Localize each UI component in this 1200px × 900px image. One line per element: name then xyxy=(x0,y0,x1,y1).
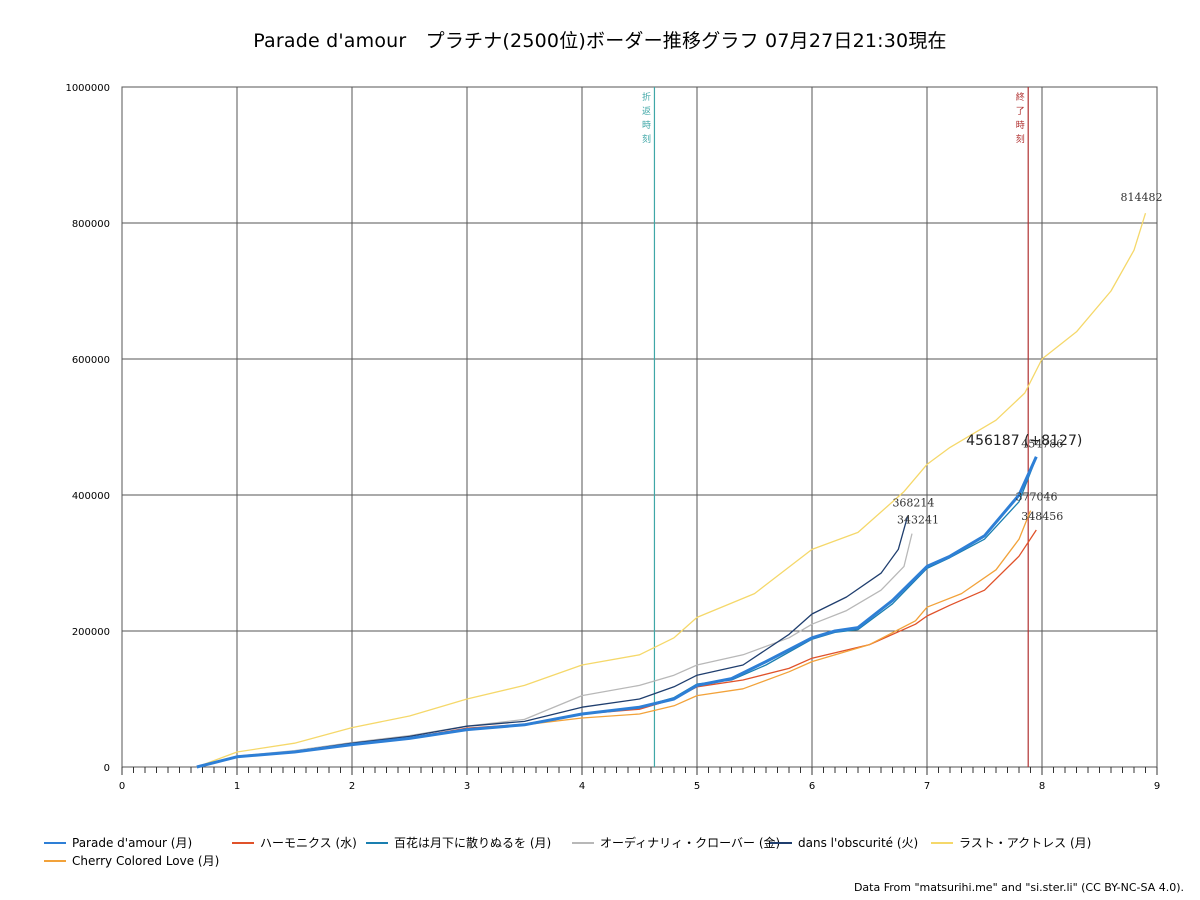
legend-label: Cherry Colored Love (月) xyxy=(72,854,220,868)
data-label: 348456 xyxy=(1021,510,1063,523)
y-tick-label: 400000 xyxy=(72,491,110,502)
legend-swatch xyxy=(931,841,953,844)
legend-item: オーディナリィ・クローバー (金) xyxy=(572,834,780,851)
x-tick-label: 8 xyxy=(1039,781,1045,792)
plot-frame xyxy=(121,86,1158,768)
legend-item: Parade d'amour (月) xyxy=(44,834,192,851)
series-line xyxy=(196,510,1032,768)
x-tick-label: 0 xyxy=(119,781,125,792)
legend-item: ハーモニクス (水) xyxy=(232,834,357,851)
series-line xyxy=(196,456,1038,769)
marker-label: 終了時刻 xyxy=(1016,91,1025,145)
legend-label: ラスト・アクトレス (月) xyxy=(959,836,1092,850)
series-lines xyxy=(196,213,1147,769)
legend-item: Cherry Colored Love (月) xyxy=(44,852,219,869)
chart-title: Parade d'amour プラチナ(2500位)ボーダー推移グラフ 07月2… xyxy=(253,30,947,52)
legend-swatch xyxy=(770,841,792,844)
legend-label: dans l'obscurité (火) xyxy=(798,836,919,850)
x-tick-label: 4 xyxy=(579,781,585,792)
credit-text: Data From "matsurihi.me" and "si.ster.li… xyxy=(853,881,1184,894)
data-label: 454786 xyxy=(1021,438,1063,451)
y-tick-label: 0 xyxy=(104,763,110,774)
legend-label: 百花は月下に散りぬるを (月) xyxy=(394,836,552,850)
legend-label: オーディナリィ・クローバー (金) xyxy=(600,836,781,850)
legend-swatch xyxy=(44,841,66,844)
x-tick-label: 2 xyxy=(349,781,355,792)
grid xyxy=(121,86,1158,768)
legend-swatch xyxy=(366,841,388,844)
series-line xyxy=(196,213,1147,768)
x-tick-label: 3 xyxy=(464,781,470,792)
data-label: 343241 xyxy=(897,514,939,527)
legend-item: 百花は月下に散りぬるを (月) xyxy=(366,834,551,851)
marker-label: 折返時刻 xyxy=(642,91,651,145)
legend-swatch xyxy=(232,841,254,844)
x-tick-label: 9 xyxy=(1154,781,1160,792)
y-tick-label: 1000000 xyxy=(65,83,110,94)
axis-ticks: 0 200000 400000 600000 800000 1000000 0 1 2 3 4 5 6 7… xyxy=(65,83,1160,792)
line-chart: 0 200000 400000 600000 800000 1000000 0 1 2 3 4 5 6 7… xyxy=(65,83,1162,792)
x-tick-label: 7 xyxy=(924,781,930,792)
legend-item: ラスト・アクトレス (月) xyxy=(931,834,1091,851)
legend-label: ハーモニクス (水) xyxy=(260,836,357,850)
legend-item: dans l'obscurité (火) xyxy=(770,834,918,851)
legend-swatch xyxy=(44,859,66,862)
vertical-markers: 折返時刻 終了時刻 xyxy=(642,87,1029,767)
data-label: 456187 (+8127) xyxy=(966,433,1082,449)
x-tick-label: 6 xyxy=(809,781,815,792)
data-label: 377046 xyxy=(1016,491,1058,504)
x-tick-label: 1 xyxy=(234,781,240,792)
data-label: 814482 xyxy=(1121,191,1163,204)
legend-label: Parade d'amour (月) xyxy=(72,836,193,850)
legend-swatch xyxy=(572,841,594,844)
y-tick-label: 200000 xyxy=(72,627,110,638)
data-label: 368214 xyxy=(892,497,934,510)
series-line xyxy=(196,516,909,768)
y-tick-label: 800000 xyxy=(72,219,110,230)
y-tick-label: 600000 xyxy=(72,355,110,366)
x-tick-label: 5 xyxy=(694,781,700,792)
data-labels: 456187 (+8127) 348456 454786 343241 368214 81… xyxy=(892,191,1162,526)
series-line xyxy=(196,533,913,768)
series-line xyxy=(196,529,1037,768)
